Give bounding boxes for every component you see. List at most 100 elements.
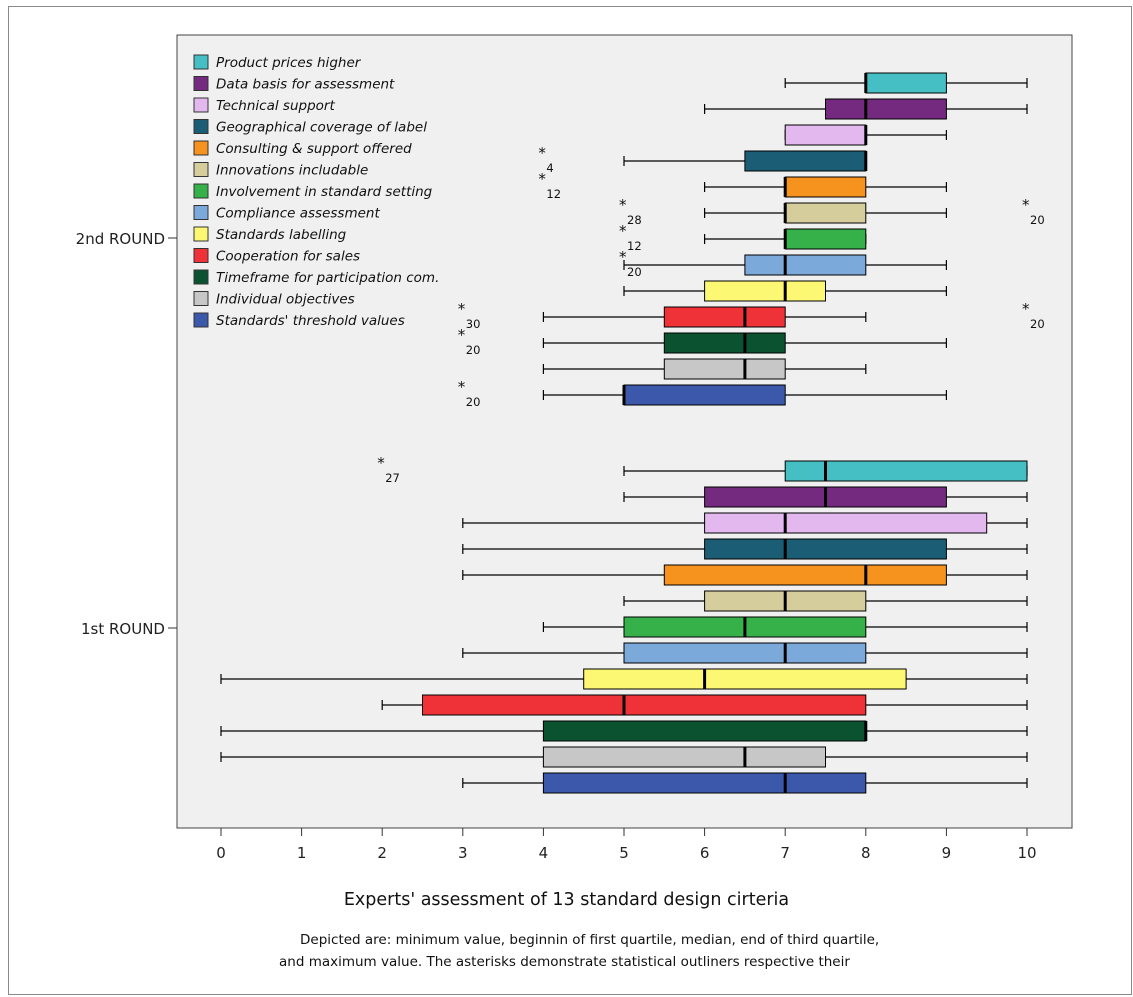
legend-swatch [193, 226, 209, 242]
legend: Product prices higher Data basis for asse… [193, 54, 439, 329]
outlier-id: 28 [627, 213, 642, 227]
outlier-star: * [458, 326, 466, 344]
legend-item: Compliance assessment [193, 205, 380, 222]
outlier-star: * [1022, 300, 1030, 318]
box-12 [542, 384, 948, 406]
legend-swatch [193, 205, 209, 220]
legend-item: Product prices higher [193, 54, 362, 71]
legend-label: Timeframe for participation com. [216, 270, 439, 286]
box-2 [784, 124, 948, 146]
box-rect [663, 358, 786, 380]
legend-label: Consulting & support offered [216, 141, 412, 157]
outlier-star: * [377, 454, 385, 472]
box-rect [825, 98, 947, 120]
box-rect [542, 720, 867, 742]
outlier: *12 [538, 170, 561, 201]
box-rect [542, 772, 867, 794]
outlier-id: 20 [1030, 213, 1045, 227]
box-10 [542, 332, 948, 354]
box-1 [623, 486, 1028, 508]
legend-label: Involvement in standard setting [216, 184, 433, 200]
box-rect [744, 150, 867, 172]
outlier: *12 [619, 222, 642, 253]
outlier: *20 [458, 326, 481, 357]
box-rect [663, 564, 947, 586]
x-tick-label: 1 [297, 844, 307, 862]
box-0 [623, 460, 1028, 482]
box-rect [542, 746, 827, 768]
box-rect [583, 668, 907, 690]
y-category-label: 2nd ROUND [76, 230, 165, 248]
legend-item: Innovations includable [193, 162, 368, 179]
legend-label: Compliance assessment [216, 206, 380, 222]
legend-item: Standards labelling [193, 226, 347, 243]
x-tick-label: 5 [619, 844, 629, 862]
legend-swatch [193, 312, 209, 328]
box-6 [703, 228, 867, 250]
outlier-id: 4 [546, 161, 553, 175]
box-10 [220, 720, 1028, 742]
outlier-id: 20 [466, 343, 481, 357]
box-1 [703, 98, 1028, 120]
legend-swatch [193, 97, 209, 113]
box-rect [784, 202, 867, 224]
legend-swatch [193, 183, 209, 199]
caption-line-1: Depicted are: minimum value, beginnin of… [300, 932, 880, 948]
legend-swatch [193, 248, 209, 263]
y-category-label: 1st ROUND [81, 620, 165, 638]
outlier: *20 [619, 248, 642, 279]
box-12 [462, 772, 1028, 794]
box-2 [462, 512, 1028, 534]
caption-line-2: and maximum value. The asterisks demonst… [279, 954, 850, 970]
box-5 [623, 590, 1028, 612]
box-rect [704, 538, 947, 560]
x-tick-label: 9 [942, 844, 952, 862]
outlier: *20 [458, 378, 481, 409]
outlier: *27 [377, 454, 400, 485]
outlier: *30 [458, 300, 481, 331]
box-rect [704, 512, 988, 534]
outlier-star: * [1022, 196, 1030, 214]
legend-swatch [193, 162, 209, 177]
box-7 [623, 254, 948, 276]
legend-swatch [193, 291, 209, 306]
outlier-star: * [619, 222, 627, 240]
boxes [220, 72, 1028, 794]
legend-item: Involvement in standard setting [193, 183, 433, 200]
box-rect [784, 176, 867, 198]
box-3 [462, 538, 1028, 560]
legend-swatch [193, 76, 209, 91]
box-rect [744, 254, 867, 276]
outlier-id: 20 [627, 265, 642, 279]
x-tick-label: 2 [377, 844, 387, 862]
legend-swatch [193, 54, 209, 70]
box-rect [865, 72, 947, 94]
legend-label: Standards labelling [216, 227, 347, 243]
box-9 [542, 306, 867, 328]
legend-label: Product prices higher [216, 55, 362, 71]
outlier-id: 30 [466, 317, 481, 331]
x-tick-label: 6 [700, 844, 710, 862]
outlier-star: * [458, 378, 466, 396]
legend-item: Standards' threshold values [193, 312, 405, 329]
legend-swatch [193, 140, 209, 156]
x-tick-label: 0 [216, 844, 226, 862]
legend-label: Data basis for assessment [216, 77, 395, 93]
box-rect [663, 306, 786, 328]
box-rect [623, 384, 786, 406]
outlier-id: 20 [1030, 317, 1045, 331]
x-tick-label: 7 [780, 844, 790, 862]
box-8 [220, 668, 1028, 690]
legend-label: Standards' threshold values [216, 313, 405, 329]
box-rect [784, 228, 867, 250]
box-11 [542, 358, 867, 380]
legend-item: Geographical coverage of label [193, 119, 427, 136]
outlier-id: 27 [385, 471, 400, 485]
outlier-star: * [619, 248, 627, 266]
legend-item: Technical support [193, 97, 335, 114]
outliers: *4*12*28*20*12*20*30*20*20*20*27 [377, 144, 1044, 485]
outlier: *4 [538, 144, 553, 175]
legend-swatch [193, 269, 209, 285]
box-6 [542, 616, 1028, 638]
